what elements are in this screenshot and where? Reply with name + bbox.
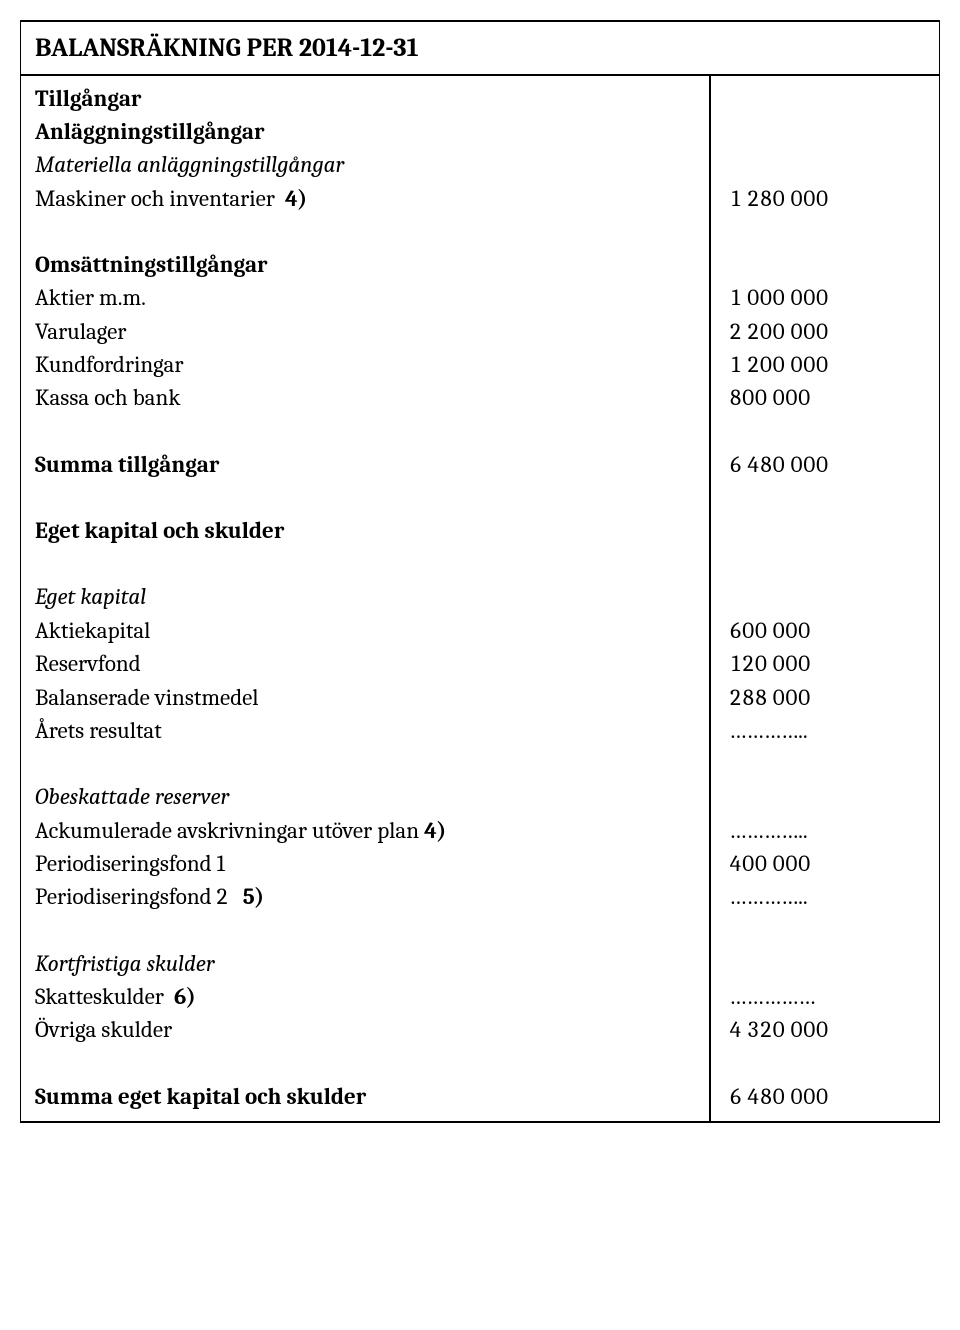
sheet-body: Tillgångar Anläggningstillgångar Materie… [21,76,939,1121]
blank [729,780,734,813]
reserve-fund-value: 120 000 [729,647,811,680]
blank [729,115,734,148]
note-ref-4b: 4) [424,817,446,844]
fixed-assets-heading: Anläggningstillgångar [35,115,695,148]
tax-allocation-1-value: 400 000 [729,847,811,880]
total-assets-label: Summa tillgångar [35,448,695,481]
inventory-label: Varulager [35,315,695,348]
tax-allocation-2-value: ………….. [729,880,808,913]
assets-heading: Tillgångar [35,82,695,115]
net-income-value: ………….. [729,714,808,747]
document-title: BALANSRÄKNING PER 2014-12-31 [35,33,419,63]
retained-earnings-label: Balanserade vinstmedel [35,681,695,714]
retained-earnings-value: 288 000 [729,681,811,714]
shares-label: Aktier m.m. [35,281,695,314]
share-capital-label: Aktiekapital [35,614,695,647]
note-ref-4: 4) [285,185,307,212]
total-equity-liabilities-label: Summa eget kapital och skulder [35,1080,695,1113]
tax-liabilities-value: …………… [729,980,815,1013]
net-income-label: Årets resultat [35,714,695,747]
untaxed-reserves-heading: Obeskattade reserver [35,780,695,813]
machinery-value: 1 280 000 [729,182,828,215]
blank [729,248,734,281]
inventory-value: 2 200 000 [729,315,828,348]
acc-depreciation-label: Ackumulerade avskrivningar utöver plan 4… [35,814,695,847]
equity-liabilities-heading: Eget kapital och skulder [35,514,695,547]
cash-value: 800 000 [729,381,811,414]
tax-allocation-2-label: Periodiseringsfond 2 5) [35,880,695,913]
blank [729,148,734,181]
acc-depreciation-text: Ackumulerade avskrivningar utöver plan [35,817,419,844]
tax-liabilities-text: Skatteskulder [35,983,164,1010]
equity-heading: Eget kapital [35,580,695,613]
other-liabilities-value: 4 320 000 [729,1013,828,1046]
blank [729,947,734,980]
title-row: BALANSRÄKNING PER 2014-12-31 [21,22,939,76]
total-equity-liabilities-value: 6 480 000 [729,1080,828,1113]
other-liabilities-label: Övriga skulder [35,1013,695,1046]
cash-label: Kassa och bank [35,381,695,414]
blank [729,580,734,613]
receivables-value: 1 200 000 [729,348,828,381]
values-column: 1 280 000 1 000 000 2 200 000 1 200 000 … [709,76,939,1121]
tax-allocation-2-text: Periodiseringsfond 2 [35,883,228,910]
share-capital-value: 600 000 [729,614,811,647]
acc-depreciation-value: ………….. [729,814,808,847]
tangible-assets-heading: Materiella anläggningstillgångar [35,148,695,181]
current-assets-heading: Omsättningstillgångar [35,248,695,281]
note-ref-6: 6) [174,983,196,1010]
blank [729,514,734,547]
machinery-text: Maskiner och inventarier [35,185,275,212]
tax-liabilities-label: Skatteskulder 6) [35,980,695,1013]
blank [729,82,734,115]
labels-column: Tillgångar Anläggningstillgångar Materie… [21,76,709,1121]
shares-value: 1 000 000 [729,281,828,314]
receivables-label: Kundfordringar [35,348,695,381]
machinery-label: Maskiner och inventarier 4) [35,182,695,215]
note-ref-5: 5) [243,883,264,910]
balance-sheet: BALANSRÄKNING PER 2014-12-31 Tillgångar … [20,20,940,1123]
current-liabilities-heading: Kortfristiga skulder [35,947,695,980]
reserve-fund-label: Reservfond [35,647,695,680]
total-assets-value: 6 480 000 [729,448,828,481]
tax-allocation-1-label: Periodiseringsfond 1 [35,847,695,880]
